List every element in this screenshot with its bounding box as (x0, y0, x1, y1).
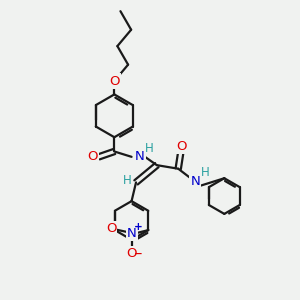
Text: O: O (87, 150, 98, 163)
Text: −: − (134, 249, 143, 259)
Text: N: N (127, 226, 137, 240)
Text: +: + (134, 221, 143, 232)
Text: N: N (190, 175, 200, 188)
Text: O: O (176, 140, 187, 153)
Text: H: H (145, 142, 154, 155)
Text: H: H (201, 167, 209, 179)
Text: O: O (106, 222, 116, 236)
Text: O: O (109, 74, 120, 88)
Text: O: O (109, 75, 120, 88)
Text: H: H (123, 173, 132, 187)
Text: N: N (135, 150, 145, 163)
Text: O: O (127, 248, 137, 260)
